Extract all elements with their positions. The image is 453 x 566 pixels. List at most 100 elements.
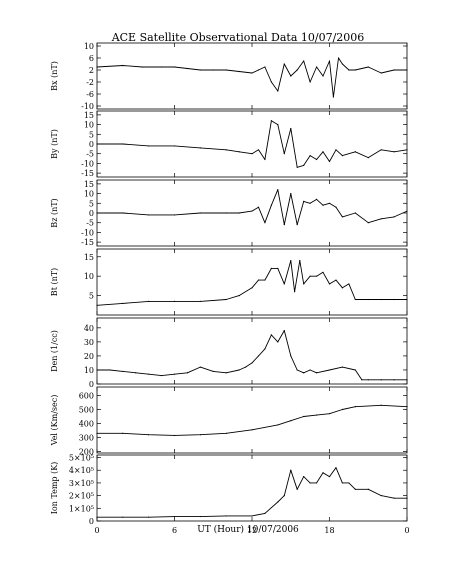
x-tick-label: 18	[324, 526, 334, 535]
data-point	[296, 369, 298, 371]
data-point	[270, 334, 272, 336]
data-point	[380, 72, 382, 74]
y-tick-label: 500	[79, 405, 94, 414]
data-point	[212, 370, 214, 372]
data-point	[294, 291, 296, 293]
data-point	[315, 158, 318, 161]
panel-frame	[96, 386, 408, 454]
data-point	[173, 66, 176, 68]
data-point	[393, 379, 395, 381]
y-tick-label: 0	[89, 140, 94, 149]
data-point	[309, 369, 311, 371]
data-point	[283, 153, 285, 155]
y-tick-label: 15	[84, 180, 94, 189]
data-point	[309, 81, 311, 83]
data-point	[367, 488, 369, 490]
data-point	[173, 434, 176, 437]
y-axis-label: Vel (Km/sec)	[50, 395, 59, 447]
data-point	[348, 283, 350, 285]
panel-5: 40 30 20 10 0 Den (1/cc)	[50, 317, 408, 389]
data-point	[406, 379, 408, 381]
y-tick-label: 5	[89, 199, 94, 208]
data-point	[148, 434, 150, 436]
data-point	[264, 348, 266, 350]
data-point	[257, 149, 260, 151]
data-point	[367, 156, 369, 159]
y-tick-label: 0	[89, 380, 94, 389]
data-point	[238, 70, 240, 73]
y-tick-label: 40	[84, 324, 94, 333]
data-point	[283, 495, 285, 497]
data-point	[393, 497, 395, 499]
data-point	[322, 271, 324, 273]
y-tick-label: 2×10⁵	[69, 492, 94, 501]
data-point	[299, 260, 301, 262]
data-series-line	[97, 467, 407, 518]
panel-frame	[96, 179, 408, 247]
y-tick-label: -10	[81, 102, 94, 111]
y-tick-label: 4×10⁵	[69, 466, 94, 475]
data-point	[199, 69, 201, 71]
y-tick-label: 5	[89, 130, 94, 139]
data-point	[251, 362, 253, 364]
panel-6: 600 500 400 300 200 Vel (Km/sec)	[50, 386, 408, 457]
y-tick-label: 15	[84, 111, 94, 120]
data-point	[277, 341, 279, 343]
data-point	[257, 69, 260, 71]
data-point	[303, 164, 305, 166]
data-point	[277, 123, 279, 126]
y-tick-label: 5	[89, 292, 94, 301]
data-point	[380, 495, 382, 497]
x-tick-label: 0	[94, 526, 99, 535]
data-point	[225, 298, 227, 301]
data-point	[303, 60, 305, 62]
data-point	[406, 298, 408, 301]
x-axis-label: UT (Hour) 10/07/2006	[197, 524, 299, 535]
data-point	[199, 515, 201, 518]
data-series-line	[97, 404, 408, 436]
data-point	[380, 379, 382, 381]
data-point	[367, 298, 369, 301]
data-point	[264, 158, 266, 161]
data-point	[173, 373, 176, 375]
data-point	[257, 279, 260, 281]
data-point	[315, 372, 318, 374]
data-point	[335, 467, 337, 469]
data-point	[122, 302, 124, 304]
panel-1: 10 6 2 -2 -6 -10 Bx (nT)	[50, 42, 408, 111]
data-point	[406, 149, 408, 151]
y-tick-label: 10	[84, 190, 94, 199]
data-point	[96, 304, 98, 306]
data-point	[264, 512, 266, 514]
data-point	[96, 143, 98, 145]
data-point	[290, 420, 292, 422]
data-point	[315, 275, 318, 277]
y-axis-label: Bz (nT)	[50, 198, 59, 227]
data-point	[322, 472, 324, 474]
data-point	[337, 57, 340, 59]
data-point	[96, 369, 98, 371]
data-point	[277, 424, 279, 426]
data-point	[380, 149, 382, 151]
y-tick-label: 10	[84, 366, 94, 375]
data-point	[199, 434, 201, 436]
y-tick-label: 6	[89, 54, 94, 63]
data-point	[406, 210, 408, 212]
data-point	[380, 218, 382, 220]
panel-7: 5×10⁵ 4×10⁵ 3×10⁵ 2×10⁵ 1×10⁵ 0 Ion Temp (K)	[50, 454, 408, 526]
data-point	[264, 222, 266, 224]
y-tick-label: 0	[89, 209, 94, 218]
panel-frame	[96, 248, 408, 316]
data-point	[199, 212, 201, 214]
data-point	[225, 515, 227, 517]
y-tick-label: -2	[86, 78, 94, 87]
data-point	[367, 66, 369, 68]
data-series-line	[96, 260, 407, 306]
data-point	[244, 366, 247, 368]
data-point	[341, 287, 344, 289]
data-point	[283, 330, 285, 332]
y-tick-label: 10	[84, 121, 94, 130]
data-point	[225, 149, 227, 151]
